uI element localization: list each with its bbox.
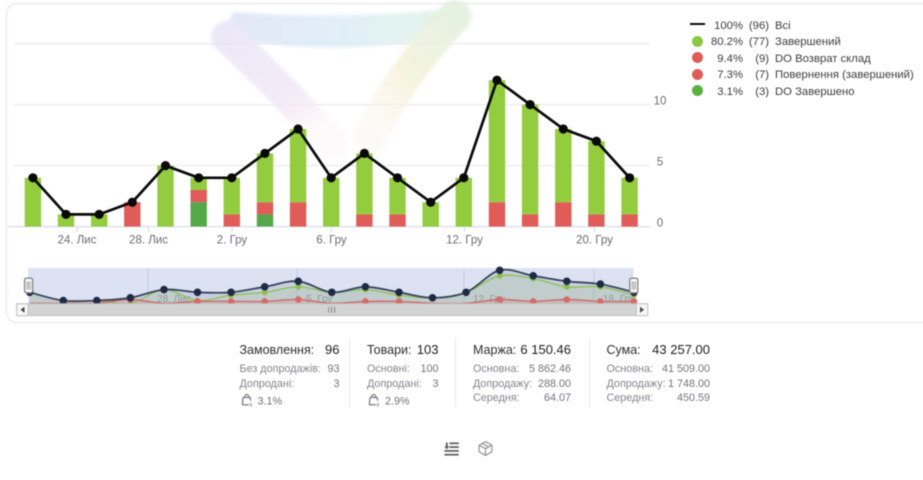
svg-text:x: x [376,401,380,406]
svg-text:20. Гру: 20. Гру [576,235,613,247]
svg-text:6. Гру: 6. Гру [316,235,347,247]
svg-text:12. Гру: 12. Гру [446,235,483,247]
svg-text:5. Гру: 5. Гру [306,294,332,305]
svg-text:0: 0 [657,218,663,230]
svg-text:12. Гру: 12. Гру [473,294,505,305]
svg-text:10: 10 [654,96,667,108]
svg-text:28. Лис: 28. Лис [129,235,168,247]
svg-text:18. Гру: 18. Гру [603,294,635,305]
svg-text:28. Лис: 28. Лис [157,294,191,305]
svg-text:24. Лис: 24. Лис [58,235,97,247]
svg-text:x: x [249,401,253,406]
svg-text:5: 5 [657,157,663,169]
svg-text:2. Гру: 2. Гру [217,235,248,247]
